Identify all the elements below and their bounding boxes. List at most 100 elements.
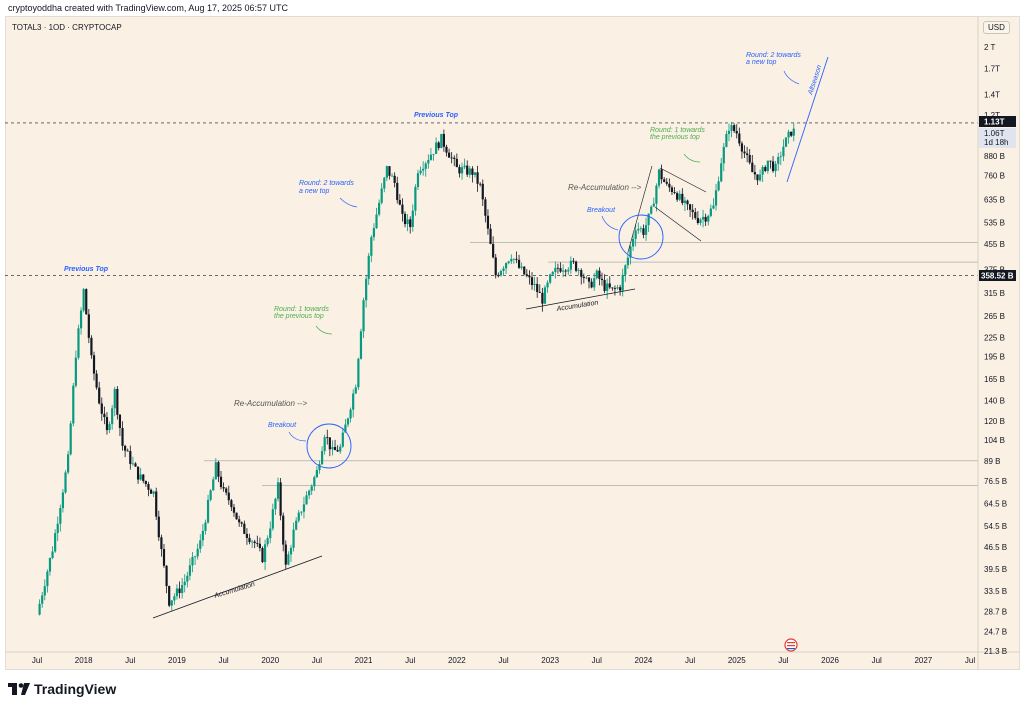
x-tick-2: Jul [125, 656, 135, 665]
x-tick-14: Jul [685, 656, 695, 665]
candle-body [473, 172, 477, 175]
tradingview-brand[interactable]: TradingView [8, 680, 116, 698]
channel-upper [659, 167, 707, 193]
candle-body [652, 203, 655, 207]
candle-body [162, 549, 166, 566]
candle-body [357, 358, 360, 388]
candle-body [549, 274, 552, 283]
y-tick-25: 28.7 B [984, 607, 1007, 616]
price-label-bg-3 [979, 270, 1016, 281]
candle-body [613, 288, 617, 289]
candle-body [538, 291, 541, 293]
candle-body [751, 162, 754, 173]
candle-body [144, 481, 147, 485]
candle-body [274, 498, 277, 510]
candle-body [113, 388, 116, 409]
x-tick-17: 2026 [821, 656, 839, 665]
candle-body [51, 551, 54, 558]
candle-body [712, 205, 715, 209]
candle-body [48, 557, 52, 572]
candle-body [271, 509, 274, 529]
candle-body [227, 492, 230, 501]
candle-body [181, 585, 184, 594]
accumulation-trendline-2019 [152, 555, 323, 619]
y-tick-5: 760 B [984, 172, 1005, 181]
candle-body [315, 470, 318, 478]
candle-body [600, 278, 604, 280]
y-tick-23: 39.5 B [984, 565, 1007, 574]
candle-body [72, 385, 75, 424]
candle-body [574, 261, 578, 271]
round2-2025-line1: Round: 2 towards [746, 52, 801, 59]
x-tick-3: 2019 [168, 656, 186, 665]
candle-body [790, 131, 793, 136]
x-tick-13: 2024 [635, 656, 653, 665]
candle-body [639, 228, 642, 230]
candle-body [367, 255, 370, 279]
candle-body [240, 522, 243, 524]
y-tick-24: 33.5 B [984, 587, 1007, 596]
candle-body [206, 499, 210, 523]
y-tick-0: 2 T [984, 43, 996, 52]
y-tick-8: 455 B [984, 240, 1005, 249]
candle-body [136, 466, 140, 480]
candle-body [569, 260, 572, 270]
candle-body [486, 215, 490, 229]
candle-body [258, 543, 261, 549]
candle-body [730, 125, 733, 131]
candle-body [787, 131, 790, 138]
y-tick-26: 24.7 B [984, 627, 1007, 636]
candle-body [64, 472, 67, 493]
x-tick-8: Jul [405, 656, 415, 665]
candle-body [318, 464, 321, 471]
candle-body [46, 571, 49, 587]
candle-body [393, 175, 396, 183]
candle-body [510, 258, 513, 262]
candle-body [292, 529, 295, 548]
candle-body [714, 190, 718, 206]
candle-body [782, 146, 785, 157]
candle-body [134, 463, 137, 467]
currency-button[interactable]: USD [983, 21, 1010, 34]
candle-body [481, 183, 484, 200]
candle-body [131, 463, 134, 465]
candle-body [302, 504, 306, 512]
candle-body [673, 192, 676, 194]
candle-body [396, 182, 399, 201]
candle-body [517, 259, 521, 268]
candle-body [748, 154, 751, 163]
arrow-breakout-2020 [288, 431, 307, 442]
altseason-arrow [786, 56, 829, 183]
candle-body [691, 209, 694, 213]
candle-body [414, 186, 417, 211]
chart-frame[interactable] [5, 16, 1020, 670]
candle-body [595, 270, 598, 279]
candle-body [152, 491, 155, 494]
y-tick-14: 165 B [984, 375, 1005, 384]
price-label-countdown: 1d 18h [984, 138, 1008, 147]
candle-body [460, 167, 464, 174]
candle-body [468, 168, 471, 175]
candle-body [660, 169, 663, 180]
round2-2025-line2: a new top [746, 59, 776, 66]
candle-body [129, 451, 132, 464]
candle-body [665, 181, 668, 184]
candle-body [686, 200, 689, 205]
candle-body [323, 437, 326, 452]
x-tick-18: Jul [872, 656, 882, 665]
candle-body [564, 270, 567, 272]
candle-body [279, 482, 282, 516]
candle-body [82, 289, 85, 311]
round1-2024-line1: Round: 1 towards [650, 127, 705, 134]
candle-body [98, 387, 101, 404]
candle-body [186, 575, 189, 582]
candle-body [577, 270, 580, 271]
channel-lower [654, 206, 702, 242]
candle-body [372, 228, 376, 238]
candle-body [201, 530, 204, 541]
candle-body [56, 523, 59, 534]
candle-body [59, 508, 62, 524]
candle-body [217, 462, 220, 477]
candle-body [100, 403, 103, 414]
candle-body [43, 586, 46, 596]
